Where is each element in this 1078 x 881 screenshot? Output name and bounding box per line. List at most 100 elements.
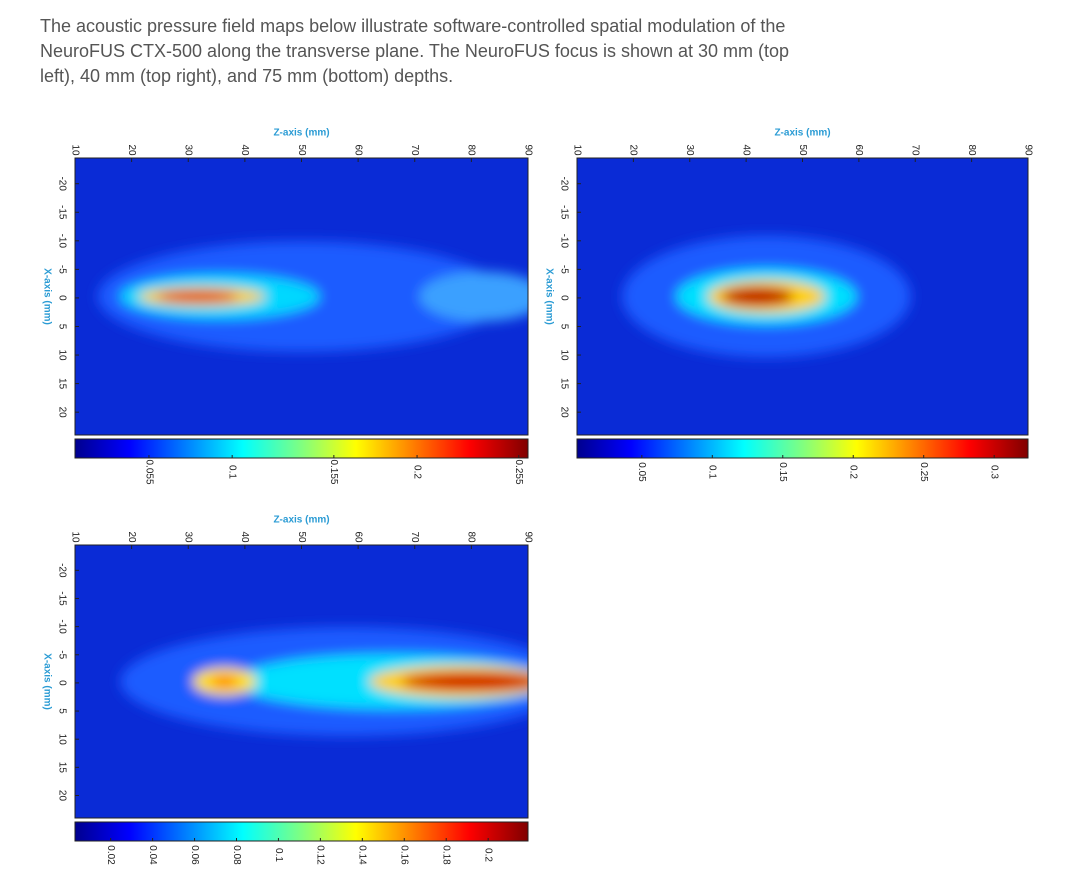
colorbar-tick-label: 0.05 xyxy=(636,462,647,482)
x-tick-label: 90 xyxy=(522,531,533,543)
x-tick-label: 60 xyxy=(853,144,864,156)
x-tick-label: 10 xyxy=(69,144,80,156)
y-tick-label: 20 xyxy=(558,407,569,419)
field-blur xyxy=(97,241,528,352)
y-tick-label: -15 xyxy=(56,591,67,606)
y-tick-label: 10 xyxy=(56,349,67,361)
intro-line: The acoustic pressure field maps below i… xyxy=(40,16,786,36)
intro: The acoustic pressure field maps below i… xyxy=(40,14,789,89)
colorbar-tick-label: 0.06 xyxy=(189,845,200,865)
y-tick-label: 10 xyxy=(558,349,569,361)
colorbar-tick-label: 0.255 xyxy=(513,459,524,484)
y-tick-label: 5 xyxy=(56,708,67,714)
intro-line: left), 40 mm (top right), and 75 mm (bot… xyxy=(40,66,454,86)
y-axis-label: X-axis (mm) xyxy=(41,653,52,710)
y-tick-label: -5 xyxy=(56,650,67,659)
field-blob xyxy=(210,677,239,686)
colorbar-tick-label: 0.3 xyxy=(989,465,1000,479)
colorbar-tick-label: 0.2 xyxy=(411,465,422,479)
x-tick-label: 90 xyxy=(1022,144,1033,156)
colorbar-tick-label: 0.02 xyxy=(105,845,116,865)
x-tick-label: 70 xyxy=(910,144,921,156)
x-tick-label: 30 xyxy=(183,144,194,156)
x-tick-label: 40 xyxy=(740,144,751,156)
y-tick-label: 15 xyxy=(56,378,67,390)
y-axis-label: X-axis (mm) xyxy=(41,268,52,325)
y-tick-label: 15 xyxy=(56,762,67,774)
colorbar xyxy=(74,821,529,842)
colorbar-tick-label: 0.2 xyxy=(848,465,859,479)
y-tick-label: -5 xyxy=(56,265,67,274)
x-tick-label: 80 xyxy=(466,144,477,156)
colorbar-tick-label: 0.1 xyxy=(707,465,718,479)
x-tick-label: 30 xyxy=(684,144,695,156)
y-tick-label: -20 xyxy=(558,176,569,191)
y-tick-label: -20 xyxy=(56,563,67,578)
x-tick-label: 20 xyxy=(126,144,137,156)
y-tick-label: -10 xyxy=(558,234,569,249)
x-axis-label: Z-axis (mm) xyxy=(273,515,329,526)
colorbar-tick-label: 0.18 xyxy=(441,845,452,865)
colorbar-tick-label: 0.1 xyxy=(273,848,284,862)
field-blur xyxy=(120,626,528,737)
y-tick-label: -20 xyxy=(56,176,67,191)
colorbar-tick-label: 0.15 xyxy=(777,462,788,482)
colorbar-tick-label: 0.14 xyxy=(357,845,368,865)
x-axis-label: Z-axis (mm) xyxy=(273,128,329,139)
x-axis-label: Z-axis (mm) xyxy=(774,128,830,139)
field-blob xyxy=(401,671,528,692)
colorbar-tick-label: 0.055 xyxy=(143,459,154,484)
colorbar xyxy=(576,438,1029,459)
x-tick-label: 90 xyxy=(522,144,533,156)
field xyxy=(577,158,1028,435)
colorbar xyxy=(74,438,529,459)
colorbar-tick-label: 0.155 xyxy=(328,459,339,484)
x-tick-label: 70 xyxy=(409,531,420,543)
x-tick-label: 80 xyxy=(466,531,477,543)
x-tick-label: 10 xyxy=(69,531,80,543)
colorbar-tick-label: 0.04 xyxy=(147,845,158,865)
colorbar-tick-label: 0.1 xyxy=(227,465,238,479)
field-blob xyxy=(721,286,794,307)
y-tick-label: 20 xyxy=(56,407,67,419)
y-tick-label: 10 xyxy=(56,734,67,746)
y-tick-label: 20 xyxy=(56,790,67,802)
x-tick-label: 50 xyxy=(296,144,307,156)
x-tick-label: 50 xyxy=(296,531,307,543)
y-tick-label: 0 xyxy=(56,680,67,686)
colorbar-tick-label: 0.12 xyxy=(315,845,326,865)
field-blur xyxy=(622,235,911,358)
colorbar-tick-label: 0.25 xyxy=(918,462,929,482)
field-blob xyxy=(419,271,528,322)
x-tick-label: 30 xyxy=(183,531,194,543)
x-tick-label: 40 xyxy=(239,531,250,543)
intro-line: NeuroFUS CTX-500 along the transverse pl… xyxy=(40,41,790,61)
x-tick-label: 40 xyxy=(239,144,250,156)
field-blob xyxy=(156,290,239,303)
y-tick-label: 5 xyxy=(558,324,569,330)
y-tick-label: 5 xyxy=(56,324,67,330)
x-tick-label: 10 xyxy=(571,144,582,156)
y-tick-label: -10 xyxy=(56,234,67,249)
x-tick-label: 80 xyxy=(966,144,977,156)
y-tick-label: -15 xyxy=(56,205,67,220)
y-tick-label: 0 xyxy=(558,295,569,301)
x-tick-label: 20 xyxy=(628,144,639,156)
x-tick-label: 50 xyxy=(797,144,808,156)
field xyxy=(75,158,528,435)
colorbar-tick-label: 0.08 xyxy=(231,845,242,865)
colorbar-tick-label: 0.16 xyxy=(399,845,410,865)
y-tick-label: 15 xyxy=(558,378,569,390)
y-axis-label: X-axis (mm) xyxy=(543,268,554,325)
y-tick-label: -15 xyxy=(558,205,569,220)
y-tick-label: -10 xyxy=(56,619,67,634)
x-tick-label: 60 xyxy=(352,531,363,543)
x-tick-label: 70 xyxy=(409,144,420,156)
field xyxy=(75,545,528,818)
y-tick-label: 0 xyxy=(56,295,67,301)
x-tick-label: 20 xyxy=(126,531,137,543)
y-tick-label: -5 xyxy=(558,265,569,274)
colorbar-tick-label: 0.2 xyxy=(483,848,494,862)
